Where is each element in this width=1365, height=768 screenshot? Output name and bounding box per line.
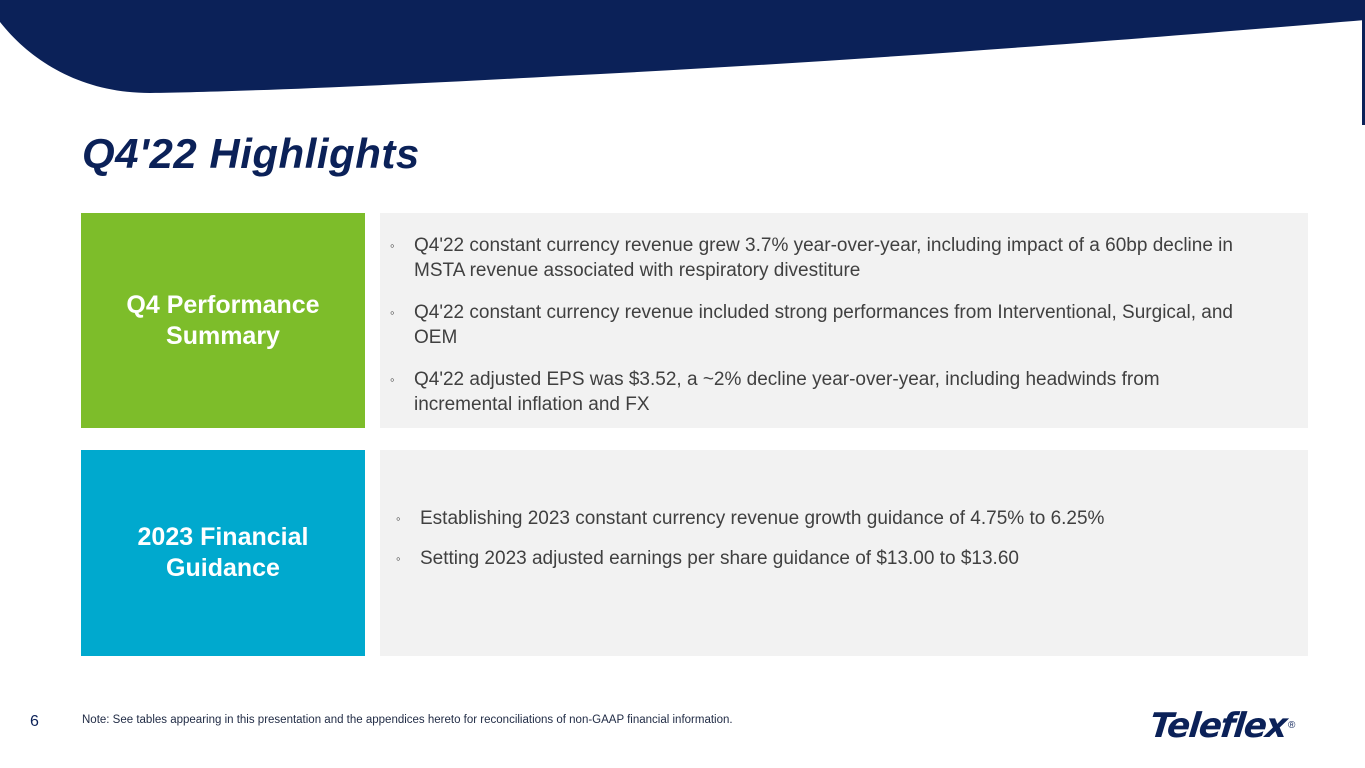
teleflex-logo: Teleflex ® — [1147, 706, 1296, 746]
section-label-text: Q4 Performance Summary — [126, 290, 320, 350]
section-label-text: 2023 Financial Guidance — [137, 523, 309, 582]
bullet-item: ◦ Setting 2023 adjusted earnings per sha… — [396, 546, 1248, 571]
bullet-item: ◦ Q4'22 adjusted EPS was $3.52, a ~2% de… — [390, 367, 1248, 417]
header-wave-band — [0, 0, 1365, 93]
bullet-circle-icon: ◦ — [396, 511, 401, 526]
bullet-item: ◦ Q4'22 constant currency revenue grew 3… — [390, 233, 1248, 283]
footnote: Note: See tables appearing in this prese… — [82, 714, 733, 726]
bullet-item: ◦ Establishing 2023 constant currency re… — [396, 506, 1248, 531]
bullet-text: Establishing 2023 constant currency reve… — [420, 508, 1105, 529]
q4-performance-summary-panel: ◦ Q4'22 constant currency revenue grew 3… — [380, 213, 1308, 428]
bullet-item: ◦ Q4'22 constant currency revenue includ… — [390, 300, 1248, 350]
registered-mark: ® — [1288, 720, 1296, 731]
bullet-circle-icon: ◦ — [390, 372, 395, 387]
bullet-list: ◦ Q4'22 constant currency revenue grew 3… — [390, 233, 1248, 417]
bullet-text: Setting 2023 adjusted earnings per share… — [420, 548, 1019, 569]
bullet-text: Q4'22 constant currency revenue grew 3.7… — [414, 235, 1233, 281]
header-wave-shape — [0, 0, 1365, 93]
bullet-circle-icon: ◦ — [390, 238, 395, 253]
bullet-text: Q4'22 constant currency revenue included… — [414, 302, 1233, 348]
slide-title: Q4'22 Highlights — [82, 130, 420, 177]
logo-wordmark: Teleflex — [1147, 706, 1289, 746]
financial-guidance-label: 2023 Financial Guidance — [81, 450, 365, 656]
page-number: 6 — [30, 713, 39, 730]
bullet-circle-icon: ◦ — [396, 551, 401, 566]
financial-guidance-panel: ◦ Establishing 2023 constant currency re… — [380, 450, 1308, 656]
q4-performance-summary-label: Q4 Performance Summary — [81, 213, 365, 428]
bullet-circle-icon: ◦ — [390, 305, 395, 320]
bullet-text: Q4'22 adjusted EPS was $3.52, a ~2% decl… — [414, 369, 1160, 415]
right-edge-strip — [1362, 0, 1365, 125]
bullet-list: ◦ Establishing 2023 constant currency re… — [396, 506, 1248, 571]
